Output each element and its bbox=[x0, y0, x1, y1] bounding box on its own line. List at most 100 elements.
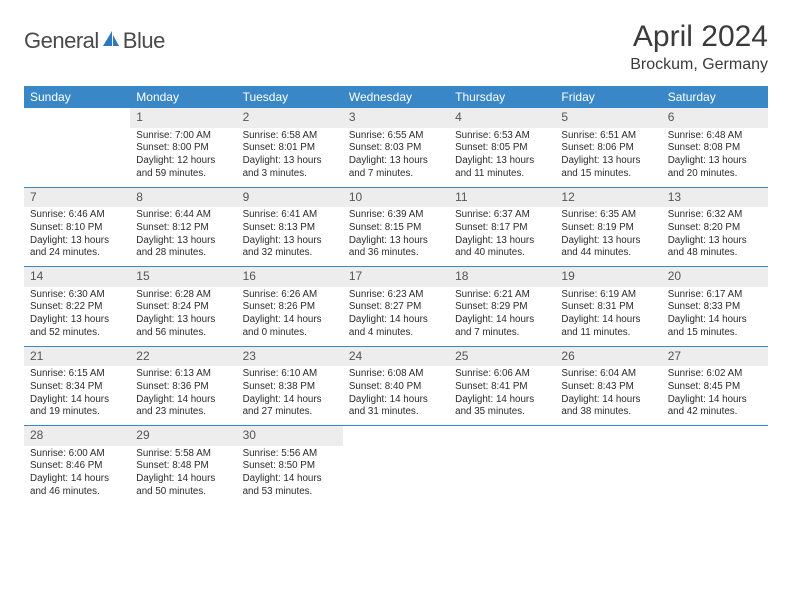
calendar-cell: 22Sunrise: 6:13 AMSunset: 8:36 PMDayligh… bbox=[130, 346, 236, 426]
calendar-cell: . bbox=[24, 108, 130, 187]
day-number: 22 bbox=[130, 347, 236, 367]
sunset-text: Sunset: 8:08 PM bbox=[668, 142, 762, 155]
calendar-cell: 16Sunrise: 6:26 AMSunset: 8:26 PMDayligh… bbox=[237, 267, 343, 347]
calendar-row: 14Sunrise: 6:30 AMSunset: 8:22 PMDayligh… bbox=[24, 267, 768, 347]
daylight-text: Daylight: 14 hours and 42 minutes. bbox=[668, 394, 762, 419]
day-number: 2 bbox=[237, 108, 343, 128]
daylight-text: Daylight: 13 hours and 52 minutes. bbox=[30, 314, 124, 339]
calendar-cell: . bbox=[555, 426, 661, 508]
daylight-text: Daylight: 14 hours and 7 minutes. bbox=[455, 314, 549, 339]
day-number: 11 bbox=[449, 188, 555, 208]
day-number: 26 bbox=[555, 347, 661, 367]
calendar-cell: 23Sunrise: 6:10 AMSunset: 8:38 PMDayligh… bbox=[237, 346, 343, 426]
daylight-text: Daylight: 14 hours and 0 minutes. bbox=[243, 314, 337, 339]
calendar-cell: 18Sunrise: 6:21 AMSunset: 8:29 PMDayligh… bbox=[449, 267, 555, 347]
day-number: 19 bbox=[555, 267, 661, 287]
sunset-text: Sunset: 8:41 PM bbox=[455, 381, 549, 394]
sunrise-text: Sunrise: 6:06 AM bbox=[455, 368, 549, 381]
sunrise-text: Sunrise: 6:02 AM bbox=[668, 368, 762, 381]
sunset-text: Sunset: 8:06 PM bbox=[561, 142, 655, 155]
sunrise-text: Sunrise: 5:56 AM bbox=[243, 448, 337, 461]
day-number: 9 bbox=[237, 188, 343, 208]
day-number: 12 bbox=[555, 188, 661, 208]
col-wednesday: Wednesday bbox=[343, 86, 449, 108]
calendar-cell: 26Sunrise: 6:04 AMSunset: 8:43 PMDayligh… bbox=[555, 346, 661, 426]
sunrise-text: Sunrise: 6:51 AM bbox=[561, 130, 655, 143]
calendar-cell: 12Sunrise: 6:35 AMSunset: 8:19 PMDayligh… bbox=[555, 187, 661, 267]
sunrise-text: Sunrise: 6:58 AM bbox=[243, 130, 337, 143]
brand-name-part1: General bbox=[24, 28, 99, 54]
calendar-cell: 2Sunrise: 6:58 AMSunset: 8:01 PMDaylight… bbox=[237, 108, 343, 187]
calendar-cell: 29Sunrise: 5:58 AMSunset: 8:48 PMDayligh… bbox=[130, 426, 236, 508]
day-number: 17 bbox=[343, 267, 449, 287]
sunset-text: Sunset: 8:22 PM bbox=[30, 301, 124, 314]
calendar-cell: 10Sunrise: 6:39 AMSunset: 8:15 PMDayligh… bbox=[343, 187, 449, 267]
daylight-text: Daylight: 13 hours and 24 minutes. bbox=[30, 235, 124, 260]
sunset-text: Sunset: 8:26 PM bbox=[243, 301, 337, 314]
sunrise-text: Sunrise: 6:30 AM bbox=[30, 289, 124, 302]
col-tuesday: Tuesday bbox=[237, 86, 343, 108]
col-monday: Monday bbox=[130, 86, 236, 108]
sunset-text: Sunset: 8:03 PM bbox=[349, 142, 443, 155]
calendar-cell: 8Sunrise: 6:44 AMSunset: 8:12 PMDaylight… bbox=[130, 187, 236, 267]
day-number: 7 bbox=[24, 188, 130, 208]
title-block: April 2024 Brockum, Germany bbox=[630, 20, 768, 74]
calendar-cell: 27Sunrise: 6:02 AMSunset: 8:45 PMDayligh… bbox=[662, 346, 768, 426]
daylight-text: Daylight: 13 hours and 7 minutes. bbox=[349, 155, 443, 180]
sunrise-text: Sunrise: 6:44 AM bbox=[136, 209, 230, 222]
daylight-text: Daylight: 14 hours and 15 minutes. bbox=[668, 314, 762, 339]
daylight-text: Daylight: 14 hours and 38 minutes. bbox=[561, 394, 655, 419]
sunset-text: Sunset: 8:15 PM bbox=[349, 222, 443, 235]
daylight-text: Daylight: 13 hours and 28 minutes. bbox=[136, 235, 230, 260]
calendar-cell: . bbox=[449, 426, 555, 508]
daylight-text: Daylight: 12 hours and 59 minutes. bbox=[136, 155, 230, 180]
day-number: 15 bbox=[130, 267, 236, 287]
daylight-text: Daylight: 14 hours and 50 minutes. bbox=[136, 473, 230, 498]
daylight-text: Daylight: 13 hours and 11 minutes. bbox=[455, 155, 549, 180]
calendar-cell: 14Sunrise: 6:30 AMSunset: 8:22 PMDayligh… bbox=[24, 267, 130, 347]
calendar-cell: 30Sunrise: 5:56 AMSunset: 8:50 PMDayligh… bbox=[237, 426, 343, 508]
sunset-text: Sunset: 8:27 PM bbox=[349, 301, 443, 314]
calendar-cell: . bbox=[662, 426, 768, 508]
sunrise-text: Sunrise: 5:58 AM bbox=[136, 448, 230, 461]
calendar-cell: 24Sunrise: 6:08 AMSunset: 8:40 PMDayligh… bbox=[343, 346, 449, 426]
day-number: 30 bbox=[237, 426, 343, 446]
day-number: 20 bbox=[662, 267, 768, 287]
day-number: 4 bbox=[449, 108, 555, 128]
day-number: 16 bbox=[237, 267, 343, 287]
sunrise-text: Sunrise: 7:00 AM bbox=[136, 130, 230, 143]
sunrise-text: Sunrise: 6:00 AM bbox=[30, 448, 124, 461]
calendar-cell: 7Sunrise: 6:46 AMSunset: 8:10 PMDaylight… bbox=[24, 187, 130, 267]
daylight-text: Daylight: 13 hours and 20 minutes. bbox=[668, 155, 762, 180]
sunrise-text: Sunrise: 6:10 AM bbox=[243, 368, 337, 381]
daylight-text: Daylight: 13 hours and 48 minutes. bbox=[668, 235, 762, 260]
calendar-cell: 9Sunrise: 6:41 AMSunset: 8:13 PMDaylight… bbox=[237, 187, 343, 267]
sunset-text: Sunset: 8:50 PM bbox=[243, 460, 337, 473]
sunrise-text: Sunrise: 6:41 AM bbox=[243, 209, 337, 222]
sunset-text: Sunset: 8:36 PM bbox=[136, 381, 230, 394]
daylight-text: Daylight: 14 hours and 19 minutes. bbox=[30, 394, 124, 419]
sunset-text: Sunset: 8:40 PM bbox=[349, 381, 443, 394]
sunrise-text: Sunrise: 6:08 AM bbox=[349, 368, 443, 381]
sunrise-text: Sunrise: 6:35 AM bbox=[561, 209, 655, 222]
calendar-cell: 11Sunrise: 6:37 AMSunset: 8:17 PMDayligh… bbox=[449, 187, 555, 267]
sunset-text: Sunset: 8:33 PM bbox=[668, 301, 762, 314]
daylight-text: Daylight: 14 hours and 11 minutes. bbox=[561, 314, 655, 339]
sunset-text: Sunset: 8:31 PM bbox=[561, 301, 655, 314]
daylight-text: Daylight: 13 hours and 32 minutes. bbox=[243, 235, 337, 260]
daylight-text: Daylight: 14 hours and 46 minutes. bbox=[30, 473, 124, 498]
sunset-text: Sunset: 8:46 PM bbox=[30, 460, 124, 473]
page-title: April 2024 bbox=[630, 20, 768, 54]
day-number: 10 bbox=[343, 188, 449, 208]
calendar-row: 7Sunrise: 6:46 AMSunset: 8:10 PMDaylight… bbox=[24, 187, 768, 267]
calendar-cell: . bbox=[343, 426, 449, 508]
sunset-text: Sunset: 8:20 PM bbox=[668, 222, 762, 235]
daylight-text: Daylight: 13 hours and 3 minutes. bbox=[243, 155, 337, 180]
day-number: 1 bbox=[130, 108, 236, 128]
calendar-table: Sunday Monday Tuesday Wednesday Thursday… bbox=[24, 86, 768, 508]
day-number: 3 bbox=[343, 108, 449, 128]
header: General Blue April 2024 Brockum, Germany bbox=[24, 20, 768, 74]
sunset-text: Sunset: 8:48 PM bbox=[136, 460, 230, 473]
sunset-text: Sunset: 8:38 PM bbox=[243, 381, 337, 394]
sunset-text: Sunset: 8:13 PM bbox=[243, 222, 337, 235]
